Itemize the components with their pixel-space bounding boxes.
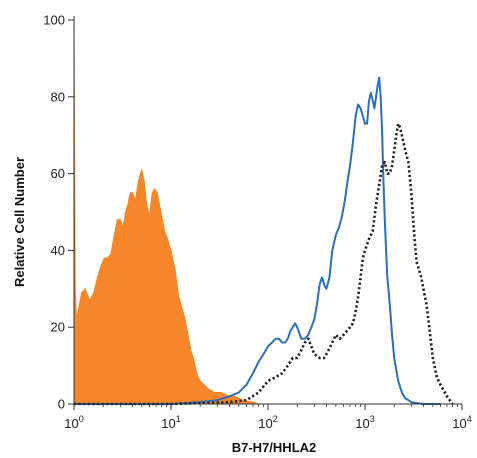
y-tick-label: 80 [51, 89, 65, 104]
series-layer [73, 16, 454, 406]
y-tick-label: 60 [51, 166, 65, 181]
y-axis-title: Relative Cell Number [12, 157, 27, 287]
series-filled-histogram [73, 16, 259, 405]
x-ticks: 100 101 102 103 104 [64, 404, 472, 431]
series-dotted-histogram [74, 122, 454, 406]
x-tick-label: 102 [258, 414, 277, 431]
x-axis-title: B7-H7/HHLA2 [232, 440, 317, 455]
y-ticks: 0 20 40 60 80 100 [43, 13, 74, 412]
y-tick-label: 100 [43, 13, 65, 28]
y-tick-label: 0 [58, 397, 65, 412]
x-tick-label: 100 [64, 414, 83, 431]
x-tick-label: 101 [161, 414, 180, 431]
y-tick-label: 20 [51, 320, 65, 335]
series-solid-histogram [74, 76, 441, 405]
x-tick-label: 103 [355, 414, 374, 431]
x-tick-label: 104 [452, 414, 471, 431]
y-tick-label: 40 [51, 243, 65, 258]
